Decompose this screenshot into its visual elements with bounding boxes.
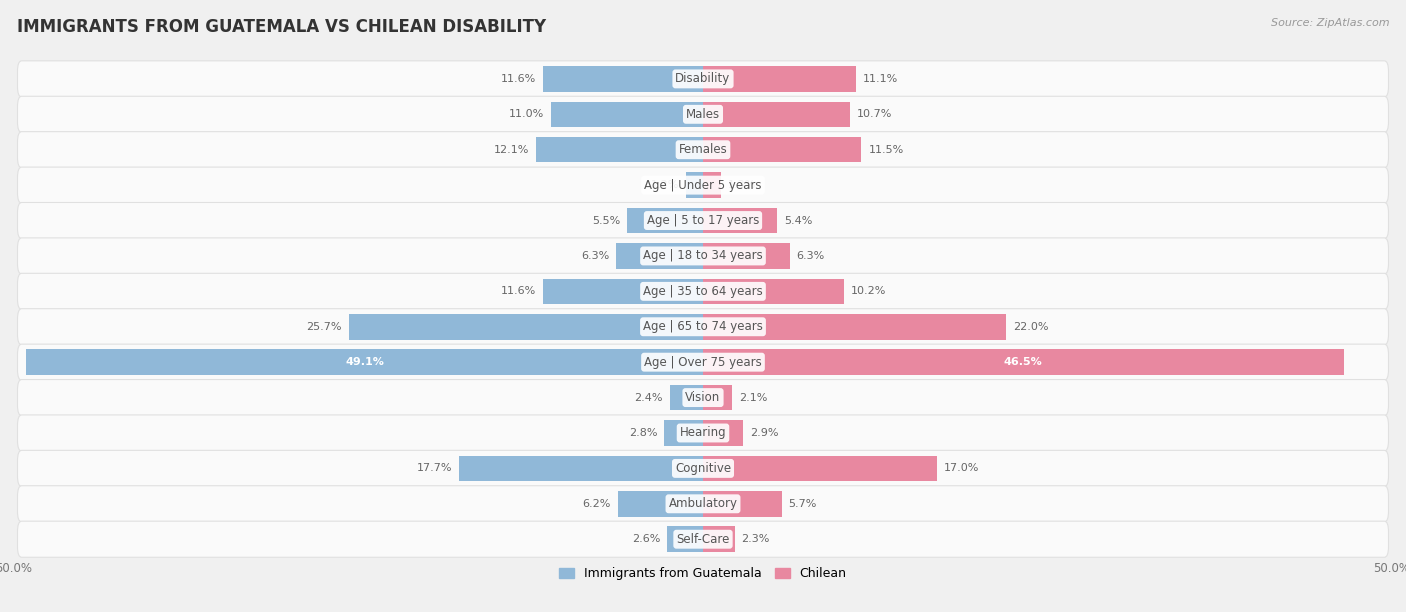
- FancyBboxPatch shape: [17, 96, 1389, 132]
- Text: Self-Care: Self-Care: [676, 532, 730, 546]
- Text: 17.0%: 17.0%: [945, 463, 980, 474]
- Bar: [627, 208, 703, 233]
- FancyBboxPatch shape: [17, 61, 1389, 97]
- Bar: [669, 385, 703, 410]
- Text: 2.8%: 2.8%: [628, 428, 658, 438]
- Bar: [703, 66, 856, 92]
- Bar: [703, 102, 851, 127]
- FancyBboxPatch shape: [17, 486, 1389, 522]
- Text: Age | 18 to 34 years: Age | 18 to 34 years: [643, 250, 763, 263]
- Bar: [703, 278, 844, 304]
- Text: Cognitive: Cognitive: [675, 462, 731, 475]
- Text: 2.3%: 2.3%: [741, 534, 770, 544]
- Bar: [668, 526, 703, 552]
- Bar: [551, 102, 703, 127]
- Bar: [349, 314, 703, 340]
- Text: 1.2%: 1.2%: [651, 180, 679, 190]
- Text: Age | 5 to 17 years: Age | 5 to 17 years: [647, 214, 759, 227]
- Bar: [703, 137, 862, 162]
- FancyBboxPatch shape: [17, 521, 1389, 558]
- Text: Hearing: Hearing: [679, 427, 727, 439]
- Text: 6.2%: 6.2%: [582, 499, 610, 509]
- Text: 11.1%: 11.1%: [863, 74, 898, 84]
- FancyBboxPatch shape: [17, 308, 1389, 345]
- Text: Source: ZipAtlas.com: Source: ZipAtlas.com: [1271, 18, 1389, 28]
- Text: 11.0%: 11.0%: [509, 110, 544, 119]
- Text: 1.3%: 1.3%: [728, 180, 756, 190]
- Text: Vision: Vision: [685, 391, 721, 404]
- Text: Age | 35 to 64 years: Age | 35 to 64 years: [643, 285, 763, 298]
- Text: 17.7%: 17.7%: [416, 463, 453, 474]
- Text: Age | 65 to 74 years: Age | 65 to 74 years: [643, 320, 763, 334]
- Text: 22.0%: 22.0%: [1012, 322, 1049, 332]
- Text: Age | Under 5 years: Age | Under 5 years: [644, 179, 762, 192]
- Bar: [543, 66, 703, 92]
- Bar: [703, 385, 733, 410]
- Text: Disability: Disability: [675, 72, 731, 86]
- FancyBboxPatch shape: [17, 379, 1389, 416]
- FancyBboxPatch shape: [17, 203, 1389, 239]
- Text: Males: Males: [686, 108, 720, 121]
- Text: 2.9%: 2.9%: [749, 428, 779, 438]
- Bar: [665, 420, 703, 446]
- FancyBboxPatch shape: [17, 274, 1389, 310]
- FancyBboxPatch shape: [17, 450, 1389, 487]
- Text: 46.5%: 46.5%: [1004, 357, 1043, 367]
- Bar: [703, 173, 721, 198]
- Text: 6.3%: 6.3%: [581, 251, 609, 261]
- Bar: [617, 491, 703, 517]
- FancyBboxPatch shape: [17, 167, 1389, 203]
- FancyBboxPatch shape: [17, 132, 1389, 168]
- Bar: [460, 456, 703, 481]
- Text: Ambulatory: Ambulatory: [668, 498, 738, 510]
- Text: 2.4%: 2.4%: [634, 392, 664, 403]
- Bar: [703, 208, 778, 233]
- Text: Age | Over 75 years: Age | Over 75 years: [644, 356, 762, 368]
- Bar: [703, 456, 938, 481]
- Bar: [703, 420, 742, 446]
- Bar: [703, 243, 790, 269]
- Bar: [703, 349, 1344, 375]
- Text: 12.1%: 12.1%: [494, 144, 530, 155]
- Text: IMMIGRANTS FROM GUATEMALA VS CHILEAN DISABILITY: IMMIGRANTS FROM GUATEMALA VS CHILEAN DIS…: [17, 18, 546, 36]
- Bar: [703, 314, 1007, 340]
- Text: 49.1%: 49.1%: [346, 357, 384, 367]
- Bar: [703, 491, 782, 517]
- Text: 10.2%: 10.2%: [851, 286, 886, 296]
- Text: 11.6%: 11.6%: [501, 286, 536, 296]
- Text: 5.5%: 5.5%: [592, 215, 620, 226]
- Text: Females: Females: [679, 143, 727, 156]
- Text: 10.7%: 10.7%: [858, 110, 893, 119]
- Text: 2.6%: 2.6%: [631, 534, 661, 544]
- FancyBboxPatch shape: [17, 238, 1389, 274]
- Text: 11.5%: 11.5%: [869, 144, 904, 155]
- Text: 2.1%: 2.1%: [738, 392, 768, 403]
- FancyBboxPatch shape: [17, 344, 1389, 380]
- Bar: [686, 173, 703, 198]
- Text: 25.7%: 25.7%: [307, 322, 342, 332]
- Bar: [536, 137, 703, 162]
- FancyBboxPatch shape: [17, 415, 1389, 451]
- Legend: Immigrants from Guatemala, Chilean: Immigrants from Guatemala, Chilean: [554, 562, 852, 585]
- Text: 5.4%: 5.4%: [785, 215, 813, 226]
- Text: 11.6%: 11.6%: [501, 74, 536, 84]
- Text: 6.3%: 6.3%: [797, 251, 825, 261]
- Bar: [27, 349, 703, 375]
- Bar: [703, 526, 735, 552]
- Text: 5.7%: 5.7%: [789, 499, 817, 509]
- Bar: [543, 278, 703, 304]
- Bar: [616, 243, 703, 269]
